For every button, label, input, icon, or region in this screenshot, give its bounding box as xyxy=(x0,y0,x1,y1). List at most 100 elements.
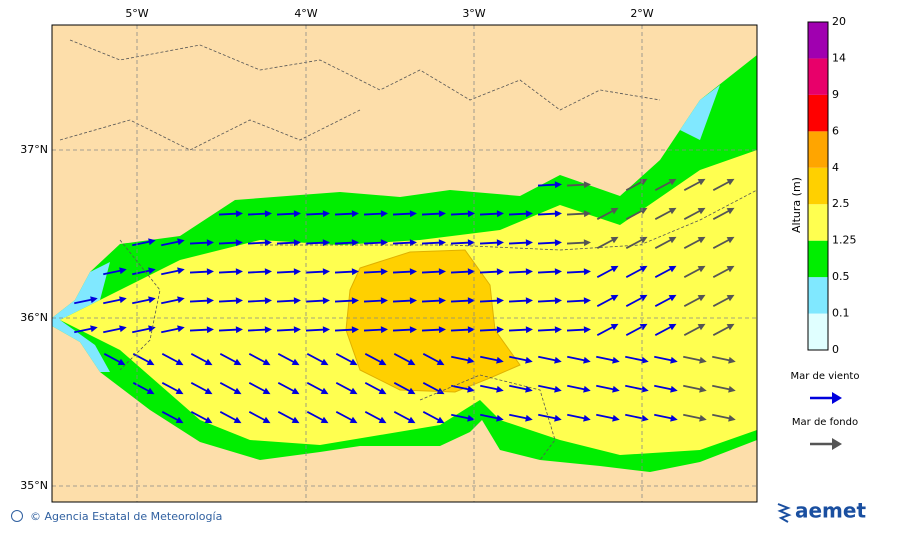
wave-arrow xyxy=(683,236,706,249)
wave-arrow xyxy=(422,411,445,424)
arrow-shaft xyxy=(508,241,529,245)
arrow-head xyxy=(668,294,677,302)
wave-arrow xyxy=(538,384,562,393)
arrow-head xyxy=(380,268,388,276)
wave-arrow xyxy=(219,353,242,366)
arrow-shaft xyxy=(712,180,731,191)
arrow-shaft xyxy=(335,353,354,364)
wave-arrow xyxy=(712,323,735,336)
arrow-head xyxy=(670,414,678,422)
wave-arrow xyxy=(218,239,243,247)
wave-arrow xyxy=(161,238,185,247)
wave-arrow xyxy=(712,207,735,220)
wave-arrow xyxy=(305,239,330,247)
wave-arrow xyxy=(392,297,417,305)
wave-arrow xyxy=(712,178,735,191)
arrow-shaft xyxy=(276,328,297,332)
arrow-head xyxy=(610,236,619,244)
wave-arrow xyxy=(161,382,184,395)
arrow-head xyxy=(264,297,272,305)
arrow-head xyxy=(90,296,98,304)
arrow-head xyxy=(264,268,272,276)
arrow-head xyxy=(496,297,504,305)
arrow-shaft xyxy=(276,270,297,274)
arrow-head xyxy=(148,238,156,246)
wave-arrow xyxy=(364,353,387,366)
arrow-head xyxy=(697,323,706,331)
wave-arrow xyxy=(335,411,358,424)
lat-label: 36°N xyxy=(20,311,48,324)
arrow-head xyxy=(438,210,446,218)
arrow-head xyxy=(697,294,706,302)
wave-arrow xyxy=(451,413,475,422)
arrow-shaft xyxy=(422,382,441,393)
arrow-shaft xyxy=(392,212,413,216)
wave-arrow xyxy=(161,296,185,305)
wave-arrow xyxy=(393,353,416,366)
wave-arrow xyxy=(363,239,388,247)
arrow-head xyxy=(409,326,417,334)
wave-arrow xyxy=(654,236,677,249)
arrow-shaft xyxy=(392,241,413,245)
arrow-shaft xyxy=(566,183,587,187)
wave-arrow xyxy=(537,239,562,247)
wave-arrow xyxy=(132,238,156,247)
arrow-shaft xyxy=(654,413,674,420)
arrow-head xyxy=(206,326,214,334)
wave-arrow xyxy=(566,239,591,247)
arrow-head xyxy=(235,326,243,334)
wave-arrow xyxy=(537,326,562,334)
arrow-shaft xyxy=(479,212,500,216)
arrow-head xyxy=(612,385,620,393)
wave-arrow xyxy=(276,326,301,334)
arrow-head xyxy=(264,326,272,334)
arrow-shaft xyxy=(190,353,209,364)
arrow-shaft xyxy=(625,267,644,278)
arrow-head xyxy=(583,326,591,334)
wave-arrow xyxy=(305,268,330,276)
arrow-head xyxy=(699,356,707,364)
colorbar-band xyxy=(808,94,828,132)
arrow-head xyxy=(407,358,416,366)
wave-arrow xyxy=(566,326,591,334)
arrow-head xyxy=(235,210,243,218)
arrow-shaft xyxy=(625,238,644,249)
arrow-shaft xyxy=(305,212,326,216)
arrow-shaft xyxy=(712,325,731,336)
arrow-shaft xyxy=(334,299,355,303)
arrow-shaft xyxy=(189,299,210,303)
wave-arrow xyxy=(421,326,446,334)
wave-arrow xyxy=(190,353,213,366)
wave-arrow xyxy=(103,267,127,276)
wave-arrow xyxy=(596,265,619,278)
arrow-shaft xyxy=(450,212,471,216)
arrow-head xyxy=(525,356,533,364)
colorbar-label: 0 xyxy=(832,343,839,356)
arrow-head xyxy=(146,387,155,395)
arrow-shaft xyxy=(363,328,384,332)
arrow-head xyxy=(351,268,359,276)
arrow-head xyxy=(235,268,243,276)
arrow-shaft xyxy=(103,298,123,305)
arrow-head xyxy=(496,239,504,247)
arrow-head xyxy=(293,268,301,276)
wave-arrow xyxy=(480,413,504,422)
wave-arrow xyxy=(508,239,533,247)
wave-arrow xyxy=(567,355,591,364)
arrow-head xyxy=(610,323,619,331)
arrow-shaft xyxy=(625,209,644,220)
lon-label: 4°W xyxy=(294,7,317,20)
wave-arrow xyxy=(625,265,648,278)
colorbar-label: 0.5 xyxy=(832,270,850,283)
wave-arrow xyxy=(190,382,213,395)
wave-arrow xyxy=(567,384,591,393)
arrow-shaft xyxy=(132,240,152,247)
arrow-head xyxy=(728,356,736,364)
arrow-shaft xyxy=(306,411,325,422)
arrow-shaft xyxy=(364,382,383,393)
colorbar-label: 6 xyxy=(832,124,839,137)
arrow-shaft xyxy=(132,269,152,276)
logo: aemet xyxy=(795,499,866,523)
wave-arrow xyxy=(189,297,214,305)
wave-arrow xyxy=(625,384,649,393)
